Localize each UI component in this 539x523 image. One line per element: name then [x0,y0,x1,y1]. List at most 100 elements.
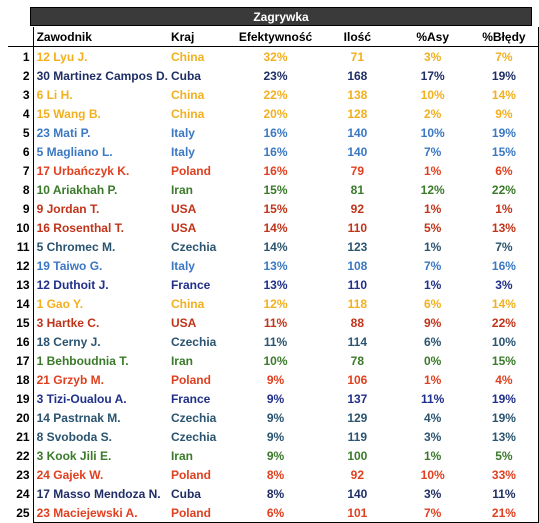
aces-cell[interactable]: 17% [420,68,445,83]
rank-cell[interactable]: 15 [16,315,30,330]
quantity-cell[interactable]: 100 [347,448,368,463]
player-cell[interactable]: 21 Grzyb M. [32,370,168,389]
aces-cell[interactable]: 4% [423,410,442,425]
efficiency-cell[interactable]: 9% [266,391,285,406]
quantity-cell[interactable]: 140 [347,144,368,159]
rank-cell[interactable]: 3 [22,87,30,102]
player-cell[interactable]: 30 Martinez Campos D. [32,66,168,85]
country-cell[interactable]: Cuba [170,68,201,83]
rank-cell[interactable]: 5 [22,125,30,140]
player-cell[interactable]: 14 Pastrnak M. [32,408,168,427]
aces-cell[interactable]: 6% [423,296,442,311]
rank-cell[interactable]: 16 [16,334,30,349]
quantity-cell[interactable]: 92 [350,201,365,216]
quantity-cell[interactable]: 138 [347,87,368,102]
player-cell[interactable]: 10 Ariakhah P. [32,180,168,199]
efficiency-cell[interactable]: 13% [263,258,288,273]
efficiency-cell[interactable]: 15% [263,201,288,216]
errors-cell[interactable]: 11% [466,484,539,503]
aces-cell[interactable]: 3% [423,429,442,444]
aces-cell[interactable]: 6% [423,334,442,349]
quantity-cell[interactable]: 114 [347,334,368,349]
rank-cell[interactable]: 4 [22,106,30,121]
efficiency-cell[interactable]: 9% [266,372,285,387]
aces-cell[interactable]: 2% [423,106,442,121]
country-cell[interactable]: China [170,49,205,64]
aces-cell[interactable]: 12% [420,182,445,197]
rank-cell[interactable]: 2 [22,68,30,83]
player-cell[interactable]: 3 Kook Jili E. [32,446,168,465]
errors-cell[interactable]: 19% [466,408,539,427]
quantity-cell[interactable]: 106 [347,372,368,387]
aces-cell[interactable]: 3% [423,486,442,501]
player-cell[interactable]: 1 Gao Y. [32,294,168,313]
rank-cell[interactable]: 17 [16,353,30,368]
errors-cell[interactable]: 16% [466,256,539,275]
country-cell[interactable]: USA [170,201,197,216]
errors-cell[interactable]: 15% [466,351,539,370]
quantity-cell[interactable]: 129 [347,410,368,425]
country-cell[interactable]: Poland [170,163,211,178]
errors-cell[interactable]: 22% [466,180,539,199]
quantity-cell[interactable]: 71 [350,49,365,64]
country-cell[interactable]: France [170,277,211,292]
errors-cell[interactable]: 21% [466,503,539,523]
player-cell[interactable]: 9 Jordan T. [32,199,168,218]
rank-cell[interactable]: 11 [16,239,30,254]
country-cell[interactable]: France [170,391,211,406]
country-cell[interactable]: Poland [170,372,211,387]
country-cell[interactable]: Czechia [170,410,217,425]
aces-cell[interactable]: 1% [423,239,442,254]
efficiency-cell[interactable]: 16% [263,125,288,140]
country-cell[interactable]: Czechia [170,429,217,444]
player-cell[interactable]: 23 Mati P. [32,123,168,142]
aces-cell[interactable]: 1% [423,201,442,216]
country-cell[interactable]: Poland [167,503,232,523]
quantity-cell[interactable]: 110 [347,277,368,292]
errors-cell[interactable]: 14% [466,294,539,313]
errors-cell[interactable]: 1% [466,199,539,218]
efficiency-cell[interactable]: 13% [263,277,288,292]
rank-cell[interactable]: 7 [22,163,30,178]
rank-cell[interactable]: 1 [22,49,30,64]
player-cell[interactable]: 24 Gajek W. [32,465,168,484]
aces-cell[interactable]: 10% [420,87,445,102]
aces-cell[interactable]: 1% [423,277,442,292]
header-efficiency[interactable]: Efektywność [231,27,317,47]
player-cell[interactable]: 3 Tizi-Oualou A. [32,389,168,408]
quantity-cell[interactable]: 92 [350,467,365,482]
quantity-cell[interactable]: 110 [347,220,368,235]
header-errors[interactable]: %Błędy [466,27,539,47]
country-cell[interactable]: Iran [170,448,193,463]
errors-cell[interactable]: 4% [466,370,539,389]
player-cell[interactable]: 18 Cerny J. [32,332,168,351]
country-cell[interactable]: Italy [170,125,195,140]
rank-cell[interactable]: 13 [16,277,30,292]
efficiency-cell[interactable]: 9% [266,448,285,463]
quantity-cell[interactable]: 168 [347,68,368,83]
country-cell[interactable]: Italy [170,144,195,159]
quantity-cell[interactable]: 140 [347,486,368,501]
rank-cell[interactable]: 24 [16,486,30,501]
errors-cell[interactable]: 19% [466,123,539,142]
rank-cell[interactable]: 23 [16,467,30,482]
errors-cell[interactable]: 19% [466,389,539,408]
aces-cell[interactable]: 9% [423,315,442,330]
country-cell[interactable]: Italy [170,258,195,273]
efficiency-cell[interactable]: 10% [263,353,288,368]
efficiency-cell[interactable]: 11% [263,315,288,330]
errors-cell[interactable]: 13% [466,218,539,237]
aces-cell[interactable]: 7% [423,258,442,273]
efficiency-cell[interactable]: 16% [263,144,288,159]
efficiency-cell[interactable]: 9% [266,410,285,425]
efficiency-cell[interactable]: 32% [263,49,288,64]
header-aces[interactable]: %Asy [395,27,467,47]
country-cell[interactable]: Cuba [170,486,201,501]
country-cell[interactable]: China [170,106,205,121]
aces-cell[interactable]: 10% [420,467,445,482]
player-cell[interactable]: 12 Duthoit J. [32,275,168,294]
aces-cell[interactable]: 10% [420,125,445,140]
country-cell[interactable]: China [170,87,205,102]
aces-cell[interactable]: 1% [423,372,442,387]
quantity-cell[interactable]: 81 [350,182,365,197]
